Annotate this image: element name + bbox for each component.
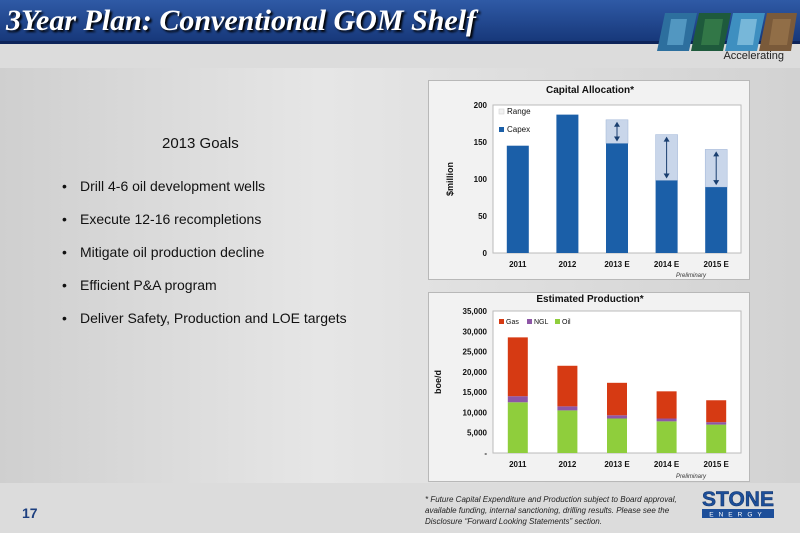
y-tick-label: 100 bbox=[474, 175, 488, 184]
y-tick-label: 20,000 bbox=[463, 368, 488, 377]
y-tick-label: 50 bbox=[478, 212, 487, 221]
ngl-bar-segment bbox=[706, 422, 727, 425]
ngl-bar-segment bbox=[557, 406, 578, 411]
goal-item: Drill 4-6 oil development wells bbox=[62, 176, 347, 209]
logo-sub: ENERGY bbox=[709, 512, 766, 519]
oil-bar-segment bbox=[557, 410, 578, 453]
x-tick-label: 2011 bbox=[509, 260, 527, 269]
x-tick-label: 2012 bbox=[559, 260, 577, 269]
range-arrow-head-up bbox=[713, 151, 720, 157]
x-tick-label: 2014 E bbox=[654, 260, 680, 269]
y-tick-label: - bbox=[484, 449, 487, 458]
range-arrow-head-down bbox=[614, 136, 620, 142]
y-tick-label: 5,000 bbox=[467, 429, 488, 438]
preliminary-note: Preliminary bbox=[676, 273, 707, 279]
capex-bar bbox=[705, 187, 728, 253]
legend-label-capex: Capex bbox=[507, 125, 530, 134]
y-tick-label: 15,000 bbox=[463, 388, 488, 397]
gas-bar-segment bbox=[706, 400, 727, 423]
x-tick-label: 2013 E bbox=[604, 460, 630, 469]
footnote: * Future Capital Expenditure and Product… bbox=[425, 495, 677, 526]
goal-item: Efficient P&A program bbox=[62, 275, 347, 308]
capex-bar bbox=[506, 145, 529, 253]
legend-label-oil: Oil bbox=[562, 319, 571, 326]
stone-energy-logo: STONE ENERGY bbox=[702, 488, 774, 519]
x-tick-label: 2015 E bbox=[704, 460, 730, 469]
capex-bar bbox=[655, 180, 678, 253]
range-arrow-head-down bbox=[663, 173, 670, 179]
oil-bar-segment bbox=[507, 402, 528, 453]
y-tick-label: 30,000 bbox=[463, 327, 488, 336]
estimated-production-chart: Estimated Production* - 5,000 10,000 15,000 2… bbox=[428, 292, 750, 482]
ngl-bar-segment bbox=[607, 415, 627, 419]
y-axis-label: $million bbox=[445, 162, 455, 196]
gas-bar-segment bbox=[557, 365, 578, 407]
capital-allocation-chart: Capital Allocation* 0 50 100 150 200 $million 2… bbox=[428, 80, 750, 280]
goal-item: Mitigate oil production decline bbox=[62, 242, 347, 275]
goals-title: 2013 Goals bbox=[162, 135, 239, 152]
legend-swatch-oil bbox=[555, 319, 560, 324]
capex-bar bbox=[556, 114, 579, 253]
logo-name: STONE bbox=[702, 488, 774, 511]
x-tick-label: 2012 bbox=[559, 460, 577, 469]
x-tick-label: 2013 E bbox=[604, 260, 630, 269]
preliminary-note: Preliminary bbox=[676, 474, 707, 480]
ngl-bar-segment bbox=[507, 396, 528, 403]
x-tick-label: 2011 bbox=[509, 460, 527, 469]
slide-title: 3Year Plan: Conventional GOM Shelf bbox=[6, 4, 477, 37]
gas-bar-segment bbox=[656, 391, 677, 419]
y-tick-label: 25,000 bbox=[463, 348, 488, 357]
gas-bar-segment bbox=[507, 337, 528, 397]
legend-label-ngl: NGL bbox=[534, 319, 549, 326]
range-arrow-head-up bbox=[614, 121, 620, 127]
legend-swatch-range bbox=[498, 108, 505, 115]
y-tick-label: 0 bbox=[483, 249, 488, 258]
y-tick-label: 35,000 bbox=[463, 307, 488, 316]
gas-bar-segment bbox=[607, 382, 627, 416]
legend-swatch-gas bbox=[499, 319, 504, 324]
estimated-production-svg: Estimated Production* - 5,000 10,000 15,000 2… bbox=[433, 294, 742, 480]
oil-bar-segment bbox=[656, 421, 677, 453]
goals-list: Drill 4-6 oil development wells Execute … bbox=[62, 176, 347, 341]
goal-item: Deliver Safety, Production and LOE targe… bbox=[62, 308, 347, 341]
x-tick-label: 2015 E bbox=[704, 260, 730, 269]
y-tick-label: 150 bbox=[474, 138, 488, 147]
chart-title: Capital Allocation* bbox=[546, 85, 634, 96]
header-image-tiles bbox=[657, 13, 797, 51]
legend-swatch-capex bbox=[499, 127, 504, 132]
legend-swatch-ngl bbox=[527, 319, 532, 324]
chart-title: Estimated Production* bbox=[536, 294, 643, 305]
range-arrow-head-up bbox=[663, 136, 670, 142]
range-arrow-head-down bbox=[713, 180, 720, 186]
goal-item: Execute 12-16 recompletions bbox=[62, 209, 347, 242]
y-tick-label: 200 bbox=[474, 101, 488, 110]
tagline: Accelerating bbox=[723, 50, 784, 62]
legend-label-range: Range bbox=[507, 107, 531, 116]
capital-allocation-svg: Capital Allocation* 0 50 100 150 200 $million 2… bbox=[445, 85, 742, 279]
page-number: 17 bbox=[22, 505, 38, 521]
ngl-bar-segment bbox=[656, 418, 677, 422]
y-tick-label: 10,000 bbox=[463, 408, 488, 417]
x-tick-label: 2014 E bbox=[654, 460, 680, 469]
capex-bar bbox=[606, 143, 628, 253]
legend-label-gas: Gas bbox=[506, 319, 519, 326]
oil-bar-segment bbox=[706, 424, 727, 453]
y-axis-label: boe/d bbox=[433, 370, 443, 394]
oil-bar-segment bbox=[607, 418, 627, 453]
